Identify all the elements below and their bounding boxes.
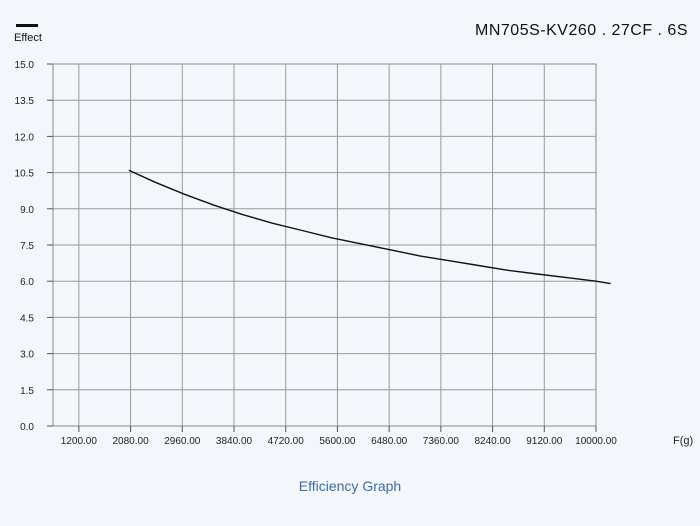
x-tick-label: 4720.00 <box>268 436 305 447</box>
y-tick-label: 0.0 <box>20 422 34 433</box>
chart-caption: Efficiency Graph <box>298 478 402 494</box>
y-tick-label: 4.5 <box>20 313 34 324</box>
x-tick-label: 10000.00 <box>575 436 617 447</box>
legend-line-swatch <box>16 24 38 27</box>
x-tick-label: 1200.00 <box>61 436 98 447</box>
x-tick-label: 6480.00 <box>371 436 408 447</box>
model-title: MN705S-KV260 . 27CF . 6S <box>475 22 688 39</box>
legend-label-effect: Effect <box>14 32 42 44</box>
x-tick-label: 5600.00 <box>319 436 356 447</box>
series-group <box>128 169 611 285</box>
x-tick-label: 8240.00 <box>474 436 511 447</box>
x-tick-label: 3840.00 <box>216 436 253 447</box>
series-line-1 <box>128 169 611 285</box>
x-tick-label: 2080.00 <box>112 436 149 447</box>
y-tick-label: 12.0 <box>15 132 35 143</box>
y-tick-label: 3.0 <box>20 350 34 361</box>
y-tick-label: 6.0 <box>20 277 34 288</box>
x-axis-label: F(g) <box>673 435 693 447</box>
grid <box>52 63 597 427</box>
y-tick-label: 7.5 <box>20 241 34 252</box>
x-tick-label: 7360.00 <box>423 436 460 447</box>
y-tick-label: 9.0 <box>20 205 34 216</box>
y-tick-label: 1.5 <box>20 386 34 397</box>
x-tick-label: 2960.00 <box>164 436 201 447</box>
y-tick-label: 10.5 <box>15 169 35 180</box>
y-axis-ticks: 0.0 1.5 3.0 4.5 6.0 7.5 9.0 10.5 12.0 13.5 15.0 <box>15 60 53 433</box>
y-tick-label: 13.5 <box>15 96 35 107</box>
y-tick-label: 15.0 <box>15 60 35 71</box>
x-axis-ticks: 1200.00 2080.00 2960.00 3840.00 4720.00 5600.… <box>61 426 617 447</box>
x-tick-label: 9120.00 <box>526 436 563 447</box>
